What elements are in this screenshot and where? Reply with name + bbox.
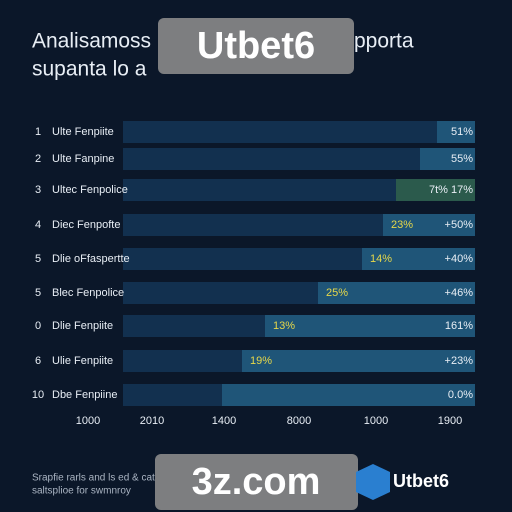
bar-segment [222, 384, 475, 406]
row-rank: 5 [35, 253, 41, 265]
logo-icon [356, 464, 390, 500]
bar-segment [420, 148, 475, 170]
row-rank: 0 [35, 320, 41, 332]
row-inner-label: 13% [273, 320, 295, 332]
bar-segment [265, 315, 475, 337]
row-rank: 6 [35, 355, 41, 367]
row-value: 161% [445, 320, 473, 332]
logo-text: Utbet6 [393, 471, 449, 491]
x-tick-label: 1000 [364, 415, 388, 427]
row-value: 55% [451, 153, 473, 165]
row-rank: 2 [35, 153, 41, 165]
row-inner-label: 19% [250, 355, 272, 367]
row-rank: 3 [35, 184, 41, 196]
row-label: Dlie oFfaspertte [52, 253, 130, 265]
row-label: Ulte Fenpiite [52, 126, 114, 138]
row-label: Dbe Fenpiine [52, 389, 117, 401]
bar-segment [242, 350, 475, 372]
row-value: 0.0% [448, 389, 473, 401]
row-label: Dlie Fenpiite [52, 320, 113, 332]
row-label: Ulte Fanpine [52, 153, 114, 165]
watermark-box [158, 18, 354, 74]
x-tick-label: 8000 [287, 415, 311, 427]
row-rank: 1 [35, 126, 41, 138]
row-label: Blec Fenpolice [52, 287, 124, 299]
row-label: Ulie Fenpiite [52, 355, 113, 367]
row-inner-label: 23% [391, 219, 413, 231]
row-value: 7t% 17% [429, 184, 473, 196]
row-value: +23% [445, 355, 474, 367]
title-part: supanta lo a [32, 58, 147, 81]
bar-track [123, 121, 475, 143]
title-part: pporta [354, 30, 414, 53]
x-tick-label: 1900 [438, 415, 462, 427]
rows: 1 Ulte Fenpiite 51% 2 Ulte Fanpine 55% 3 Ultec … [32, 121, 475, 406]
footnote: saltsplioe for swmnroy [32, 486, 131, 497]
bar-segment [362, 248, 475, 270]
bar-track [123, 179, 475, 201]
row-inner-label: 14% [370, 253, 392, 265]
row-value: +46% [445, 287, 474, 299]
x-tick-label: 2010 [140, 415, 164, 427]
x-axis: 1000 2010 1400 8000 1000 1900 [76, 415, 462, 427]
watermark-box [155, 454, 358, 510]
row-rank: 10 [32, 389, 44, 401]
row-inner-label: 25% [326, 287, 348, 299]
row-label: Ultec Fenpolice [52, 184, 128, 196]
row-rank: 4 [35, 219, 41, 231]
bar-track [123, 148, 475, 170]
bar-segment [318, 282, 475, 304]
row-value: 51% [451, 126, 473, 138]
row-rank: 5 [35, 287, 41, 299]
bar-segment [383, 214, 475, 236]
row-value: +40% [445, 253, 474, 265]
footnote: Srapfie rarls and ls ed & cat [32, 473, 155, 484]
x-tick-label: 1400 [212, 415, 236, 427]
row-value: +50% [445, 219, 474, 231]
x-tick-label: 1000 [76, 415, 100, 427]
bar-segment [396, 179, 475, 201]
title-part: Analisamoss [32, 30, 151, 53]
row-label: Diec Fenpofte [52, 219, 120, 231]
watermark: 3z.com [192, 461, 321, 503]
watermark: Utbet6 [197, 25, 315, 67]
bar-segment [437, 121, 475, 143]
